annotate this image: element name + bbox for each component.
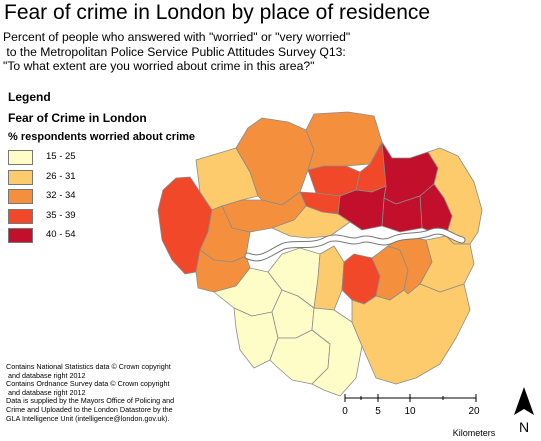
legend-label: 40 - 54 [46, 229, 76, 240]
legend-item: 15 - 25 [8, 150, 76, 170]
legend-swatch [8, 169, 33, 185]
credit-line: GLA Intelligence Unit (intelligence@lond… [6, 413, 170, 423]
legend-item: 32 - 34 [8, 189, 76, 209]
borough-croydon [311, 307, 363, 397]
scale-tick-label: 20 [468, 406, 480, 417]
legend-field-name: % respondents worried about crime [8, 131, 196, 143]
borough-bromley [351, 283, 471, 385]
credit-line: and database right 2012 [6, 370, 86, 380]
legend-swatch [8, 189, 33, 204]
legend-item: 35 - 39 [8, 208, 76, 229]
scale-unit: Kilometers [453, 428, 496, 438]
legend-item: 40 - 54 [8, 228, 76, 248]
borough-barking-dagenham [419, 183, 453, 237]
scale-bar: 0 5 10 20 Kilometers [342, 394, 496, 438]
scale-tick-label: 5 [375, 406, 381, 417]
scale-tick-label: 10 [404, 406, 416, 417]
legend-label: 15 - 25 [46, 151, 76, 162]
borough-polygons [157, 111, 483, 397]
credits: Contains National Statistics data © Crow… [6, 362, 175, 423]
subtitle-line: to the Metropolitan Police Service Publi… [3, 44, 346, 59]
north-label: N [519, 419, 529, 435]
legend-label: 35 - 39 [46, 209, 76, 221]
map-subtitle: Percent of people who answered with "wor… [3, 30, 350, 74]
subtitle-line: Percent of people who answered with "wor… [3, 30, 351, 44]
north-arrow-shape [514, 387, 534, 415]
borough-hounslow [195, 249, 251, 293]
credit-line: Data is supplied by the Mayors Office of… [6, 396, 175, 406]
map-title: Fear of crime in London by place of resi… [4, 1, 431, 24]
legend-layer-name: Fear of Crime in London [8, 111, 147, 125]
borough-enfield [305, 111, 383, 171]
credit-line: and database right 2012 [6, 387, 86, 397]
legend-item: 26 - 31 [8, 169, 76, 190]
legend-swatch [8, 208, 33, 224]
north-arrow-icon: N [514, 387, 534, 435]
legend-swatch [8, 150, 33, 165]
credit-line: Crime and Uploaded to the London Datasto… [6, 404, 173, 414]
borough-bexley [419, 235, 475, 293]
legend-label: 26 - 31 [46, 170, 76, 182]
river-thames-water [245, 228, 465, 261]
legend-swatch [8, 228, 33, 243]
credit-line: Contains Ordnance Survey data © Crown co… [6, 379, 170, 389]
legend-items: 15 - 25 26 - 31 32 - 34 35 - 39 40 - 54 [8, 150, 76, 248]
borough-westminster [271, 205, 351, 239]
borough-lambeth [313, 245, 345, 311]
scale-tick-label: 0 [342, 406, 348, 417]
credit-line: Contains National Statistics data © Crow… [6, 362, 171, 371]
legend-label: 32 - 34 [46, 190, 76, 201]
subtitle-line: "To what extent are you worried about cr… [3, 59, 315, 73]
legend-heading: Legend [8, 90, 51, 104]
